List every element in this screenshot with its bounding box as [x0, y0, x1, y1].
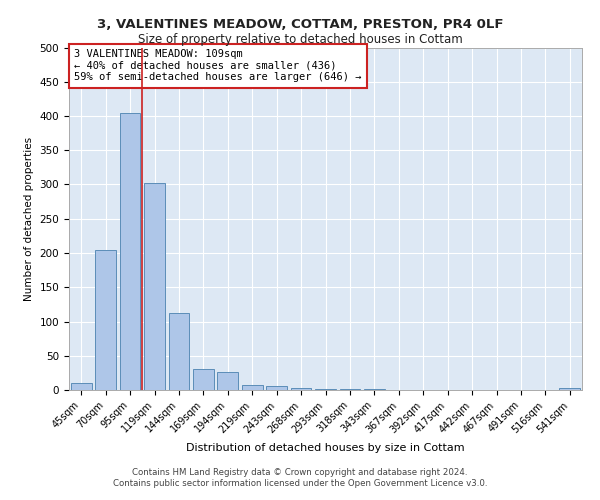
Bar: [119, 112, 140, 390]
Bar: [95, 250, 116, 390]
Text: 3, VALENTINES MEADOW, COTTAM, PRESTON, PR4 0LF: 3, VALENTINES MEADOW, COTTAM, PRESTON, P…: [97, 18, 503, 30]
Bar: [290, 388, 311, 390]
Bar: [169, 314, 190, 390]
Bar: [340, 388, 361, 390]
Bar: [217, 372, 238, 390]
Bar: [71, 383, 92, 390]
Text: 3 VALENTINES MEADOW: 109sqm
← 40% of detached houses are smaller (436)
59% of se: 3 VALENTINES MEADOW: 109sqm ← 40% of det…: [74, 49, 362, 82]
Bar: [193, 370, 214, 390]
Bar: [315, 388, 336, 390]
Y-axis label: Number of detached properties: Number of detached properties: [24, 136, 34, 301]
Bar: [266, 386, 287, 390]
Text: Contains HM Land Registry data © Crown copyright and database right 2024.
Contai: Contains HM Land Registry data © Crown c…: [113, 468, 487, 487]
Bar: [242, 384, 263, 390]
X-axis label: Distribution of detached houses by size in Cottam: Distribution of detached houses by size …: [186, 443, 465, 453]
Bar: [144, 183, 165, 390]
Bar: [559, 388, 580, 390]
Text: Size of property relative to detached houses in Cottam: Size of property relative to detached ho…: [137, 32, 463, 46]
